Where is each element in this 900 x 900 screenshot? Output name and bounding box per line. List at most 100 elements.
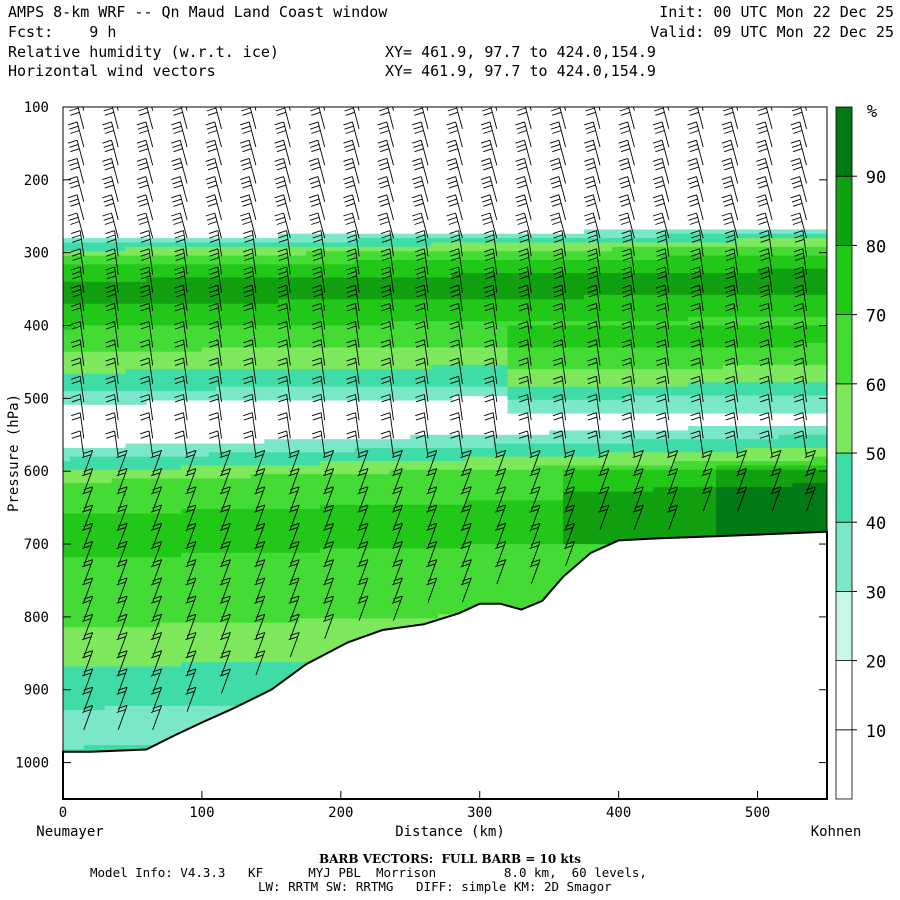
rh-cell [97,579,106,584]
rh-cell [250,561,258,567]
rh-cell [264,290,272,296]
rh-cell [195,657,203,663]
rh-cell [160,496,168,501]
rh-cell [208,238,217,244]
rh-cell [111,692,120,698]
rh-cell [264,609,272,615]
rh-cell [167,299,175,305]
rh-cell [250,627,258,633]
rh-cell [118,399,127,405]
rh-cell [195,329,203,335]
rh-cell [313,321,321,327]
rh-cell [285,308,293,313]
rh-cell [132,509,140,515]
rh-cell [208,461,217,466]
rh-cell [264,351,272,357]
rh-cell [167,530,175,536]
rh-cell [326,364,335,370]
rh-cell [132,316,140,322]
rh-cell [257,491,265,497]
rh-cell [125,255,133,261]
rh-cell [278,640,286,646]
rh-cell [160,308,168,313]
rh-cell [76,745,85,751]
rh-cell [326,356,335,362]
rh-cell [271,246,279,252]
rh-cell [340,338,349,344]
rh-cell [208,351,217,357]
rh-cell [250,255,258,261]
rh-cell [306,260,314,265]
rh-cell [347,509,356,515]
rh-cell [333,622,342,628]
rh-cell [264,452,272,458]
rh-cell [118,303,127,309]
rh-cell [139,268,147,274]
rh-cell [222,343,231,348]
rh-cell [340,482,349,488]
rh-cell [153,535,161,541]
rh-cell [278,504,286,510]
rh-cell [104,526,113,532]
rh-cell [250,666,258,672]
rh-cell [167,522,175,528]
rh-cell [160,500,168,506]
rh-cell [201,338,210,344]
rh-cell [313,391,321,397]
rh-cell [83,526,92,532]
rh-cell [292,299,300,305]
rh-cell [132,614,140,619]
rh-cell [313,308,321,313]
rh-cell [132,347,140,353]
rh-cell [63,343,71,348]
rh-cell [320,587,328,593]
rh-cell [306,303,314,309]
rh-cell [125,517,133,523]
rh-cell [208,513,217,519]
rh-cell [125,399,133,405]
rh-cell [83,312,92,318]
rh-cell [229,614,238,619]
rh-cell [326,373,335,379]
rh-cell [195,692,203,698]
rh-cell [132,561,140,567]
rh-cell [69,570,78,576]
rh-cell [132,242,140,248]
rh-cell [292,373,300,379]
rh-cell [153,579,161,584]
rh-cell [139,635,147,641]
rh-cell [313,329,321,335]
rh-cell [333,548,342,554]
rh-cell [181,683,189,689]
rh-cell [195,544,203,550]
rh-cell [264,557,272,563]
rh-cell [125,351,133,357]
rh-cell [160,509,168,515]
rh-cell [160,465,168,471]
rh-cell [69,648,78,654]
rh-cell [299,522,307,528]
rh-cell [243,461,252,466]
rh-cell [111,544,120,550]
rh-cell [229,509,238,515]
rh-cell [90,338,99,344]
rh-cell [118,356,127,362]
rh-cell [76,596,85,602]
rh-cell [215,565,224,571]
rh-cell [167,447,175,453]
rh-cell [229,299,238,305]
rh-cell [111,718,120,724]
rh-cell [181,535,189,541]
rh-cell [146,740,154,746]
rh-cell [222,373,231,379]
rh-cell [181,627,189,633]
rh-cell [215,705,224,711]
rh-cell [243,561,252,567]
rh-cell [139,478,147,484]
rh-cell [222,264,231,270]
rh-cell [132,378,140,383]
rh-cell [76,701,85,707]
rh-cell [132,399,140,405]
rh-cell [215,596,224,602]
rh-cell [333,513,342,519]
